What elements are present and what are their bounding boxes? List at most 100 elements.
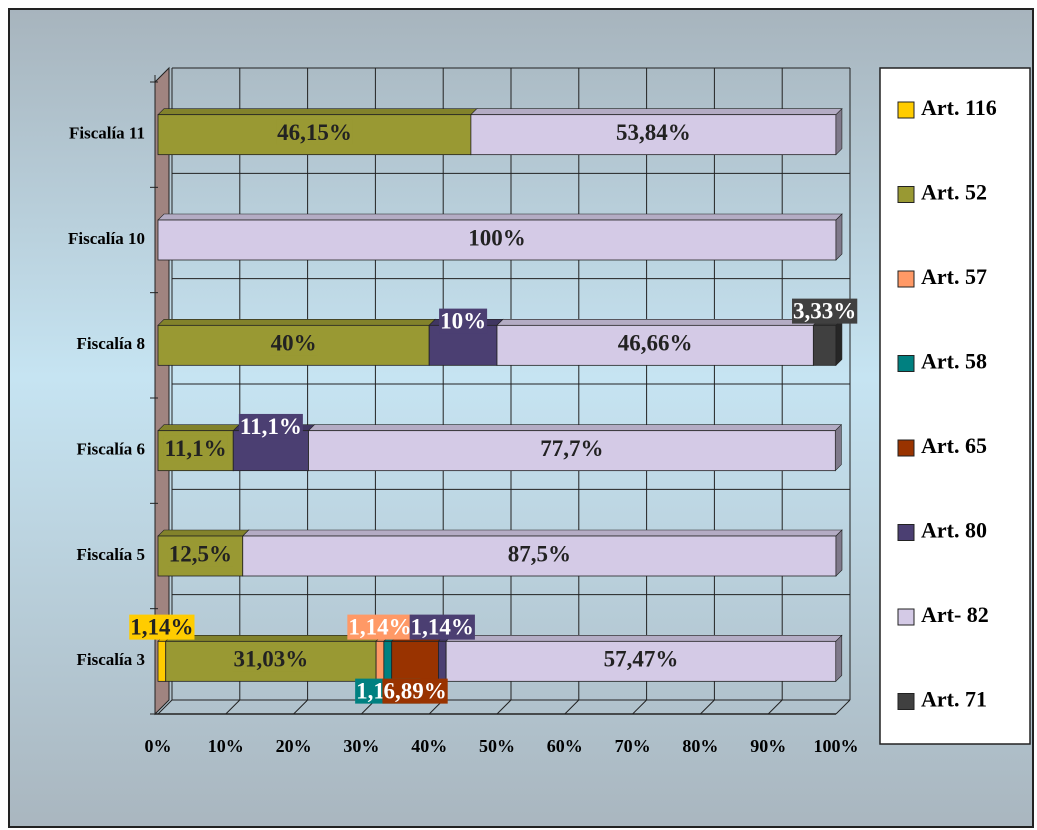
data-label: 40% <box>271 331 317 356</box>
x-tick-label: 50% <box>479 736 515 756</box>
bar <box>383 640 393 682</box>
x-tick <box>835 699 851 715</box>
data-label: 12,5% <box>169 541 232 566</box>
data-label: 6,89% <box>383 679 446 704</box>
data-label: 46,66% <box>618 331 693 356</box>
data-label-box <box>467 225 527 251</box>
data-label-box <box>439 308 488 334</box>
x-tick <box>564 699 580 715</box>
data-label: 1,14% <box>130 615 193 640</box>
data-label-box <box>276 119 353 145</box>
bar-top <box>157 319 436 326</box>
x-tick <box>225 699 241 715</box>
data-label-box <box>238 413 303 439</box>
data-label-group: 87,5% <box>506 541 572 567</box>
bar-top <box>157 213 843 221</box>
legend-swatch <box>897 101 915 119</box>
legend-label: Art. 80 <box>921 518 987 543</box>
bar-end <box>835 423 842 472</box>
bar-end <box>835 213 843 261</box>
bar-top <box>157 108 478 115</box>
data-label-box <box>506 541 572 567</box>
data-label-group: 100% <box>467 225 527 251</box>
bar-top <box>496 319 821 326</box>
legend-swatch <box>897 608 915 626</box>
legend-swatch <box>897 693 915 710</box>
x-tick-label: 90% <box>750 736 786 756</box>
data-label: 53,84% <box>616 120 691 145</box>
data-label: 11,1% <box>240 414 302 439</box>
data-label-group: 1,14% <box>409 614 475 640</box>
data-label-group: 40% <box>269 330 318 356</box>
x-tick-label: 60% <box>547 736 583 756</box>
x-tick <box>767 699 783 715</box>
data-label: 77,7% <box>540 436 603 461</box>
bar <box>391 640 439 682</box>
data-label-box <box>792 298 858 324</box>
data-label-box <box>163 435 228 461</box>
data-label-group: 77,7% <box>539 435 605 461</box>
data-label-box <box>539 435 605 461</box>
x-tick-label: 20% <box>276 736 312 756</box>
bar-top <box>242 529 843 537</box>
data-label-box <box>167 541 233 567</box>
data-label-group: 12,5% <box>167 541 233 567</box>
data-label-group: 1,14% <box>347 614 413 640</box>
x-tick-label: 0% <box>145 736 172 756</box>
legend-label: Art. 116 <box>921 95 997 120</box>
legend-swatch <box>897 270 915 288</box>
data-label-box <box>347 614 413 640</box>
x-tick <box>700 699 715 715</box>
data-label-group: 11,1% <box>238 413 303 439</box>
legend-swatch <box>897 355 915 372</box>
bar <box>157 640 167 682</box>
x-tick-label: 40% <box>411 736 447 756</box>
data-label-box <box>382 678 448 704</box>
x-tick <box>632 699 647 715</box>
category-label: Fiscalía 5 <box>77 545 145 564</box>
data-label-group: 53,84% <box>615 119 692 145</box>
bar-end <box>835 107 843 156</box>
x-tick-label: 100% <box>814 736 859 756</box>
data-label: 11,1% <box>165 436 227 461</box>
legend-box <box>879 67 1031 745</box>
legend-label: Art. 65 <box>921 433 987 458</box>
bar-top <box>470 108 843 115</box>
data-label-group: 6,89% <box>382 678 448 704</box>
x-tick-label: 80% <box>682 736 718 756</box>
data-label-group: 46,66% <box>616 330 694 356</box>
data-label: 31,03% <box>234 647 309 672</box>
data-label-box <box>409 614 475 640</box>
bar-end <box>835 634 843 683</box>
x-tick-label: 30% <box>343 736 379 756</box>
data-label: 57,47% <box>604 647 679 672</box>
legend-swatch <box>897 439 915 457</box>
data-label-box <box>232 646 310 672</box>
bar-top <box>307 424 843 431</box>
x-tick <box>157 699 173 715</box>
bar <box>375 640 385 682</box>
legend-label: Art. 52 <box>921 180 987 205</box>
bar <box>812 324 837 366</box>
data-label-box <box>269 330 318 356</box>
data-label-box <box>129 614 195 640</box>
legend-label: Art. 58 <box>921 349 987 374</box>
data-label-box <box>615 119 692 145</box>
data-label-box <box>616 330 694 356</box>
legend-label: Art- 82 <box>921 602 989 627</box>
legend-swatch <box>897 186 915 203</box>
bar-top <box>157 529 250 537</box>
x-tick-label: 10% <box>208 736 244 756</box>
legend-swatch <box>897 524 915 541</box>
data-label: 1,14% <box>348 615 411 640</box>
bar-end <box>835 529 843 577</box>
data-label: 1,14% <box>411 615 474 640</box>
bar-end <box>835 318 843 367</box>
data-label: 3,33% <box>793 299 856 324</box>
bar <box>438 640 447 682</box>
category-label: Fiscalía 8 <box>77 334 145 353</box>
data-label: 87,5% <box>508 541 571 566</box>
data-label-group: 46,15% <box>276 119 353 145</box>
category-label: Fiscalía 3 <box>77 650 145 669</box>
category-label: Fiscalía 6 <box>77 440 145 459</box>
